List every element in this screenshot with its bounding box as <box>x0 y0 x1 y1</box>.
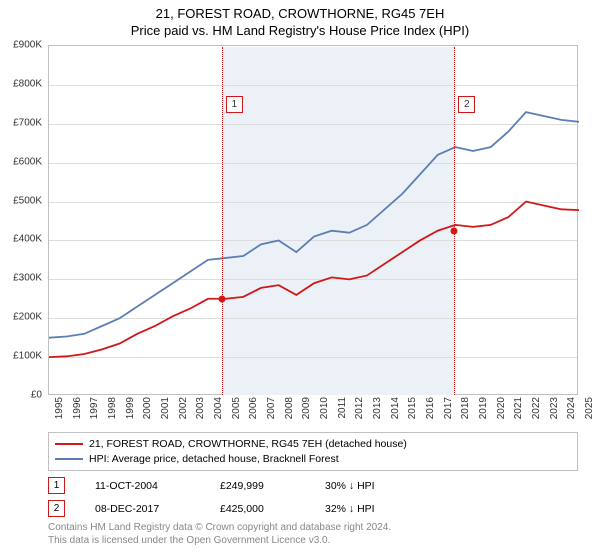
x-axis-label: 2014 <box>390 397 401 437</box>
y-axis-label: £400K <box>0 234 42 245</box>
x-axis-label: 1995 <box>54 397 65 437</box>
x-axis-label: 2025 <box>584 397 595 437</box>
title-line-2: Price paid vs. HM Land Registry's House … <box>0 23 600 40</box>
x-axis-label: 1999 <box>125 397 136 437</box>
x-axis-label: 2015 <box>407 397 418 437</box>
y-axis-label: £600K <box>0 156 42 167</box>
x-axis-label: 2000 <box>142 397 153 437</box>
y-axis-label: £200K <box>0 312 42 323</box>
legend-swatch <box>55 458 83 460</box>
legend: 21, FOREST ROAD, CROWTHORNE, RG45 7EH (d… <box>48 432 578 471</box>
event-marker: 1 <box>48 477 65 494</box>
reference-marker: 1 <box>226 96 243 113</box>
y-axis-label: £700K <box>0 117 42 128</box>
x-axis-label: 2022 <box>531 397 542 437</box>
x-axis-label: 1998 <box>107 397 118 437</box>
y-axis-label: £0 <box>0 390 42 401</box>
x-axis-label: 2018 <box>460 397 471 437</box>
sale-point <box>218 295 225 302</box>
x-axis-label: 1996 <box>72 397 83 437</box>
legend-swatch <box>55 443 83 445</box>
event-row: 1 11-OCT-2004 £249,999 30% ↓ HPI <box>48 474 578 497</box>
reference-line <box>222 47 223 395</box>
series-line <box>49 202 579 358</box>
event-delta: 30% ↓ HPI <box>325 480 578 492</box>
x-axis-label: 2024 <box>566 397 577 437</box>
x-axis-label: 2009 <box>301 397 312 437</box>
x-axis-label: 2021 <box>513 397 524 437</box>
legend-label: HPI: Average price, detached house, Brac… <box>89 452 339 467</box>
chart-container: 21, FOREST ROAD, CROWTHORNE, RG45 7EH Pr… <box>0 0 600 560</box>
y-axis-label: £900K <box>0 40 42 51</box>
event-row: 2 08-DEC-2017 £425,000 32% ↓ HPI <box>48 497 578 520</box>
x-axis-label: 2019 <box>478 397 489 437</box>
event-delta: 32% ↓ HPI <box>325 503 578 515</box>
legend-label: 21, FOREST ROAD, CROWTHORNE, RG45 7EH (d… <box>89 437 407 452</box>
x-axis-label: 2011 <box>337 397 348 437</box>
y-axis-label: £100K <box>0 351 42 362</box>
x-axis-label: 2023 <box>549 397 560 437</box>
events-table: 1 11-OCT-2004 £249,999 30% ↓ HPI 2 08-DEC-201… <box>48 474 578 520</box>
chart-area: 12 £0£100K£200K£300K£400K£500K£600K£700K… <box>48 45 578 395</box>
event-price: £425,000 <box>220 503 295 515</box>
event-date: 08-DEC-2017 <box>95 503 190 515</box>
x-axis-label: 2020 <box>496 397 507 437</box>
legend-item: HPI: Average price, detached house, Brac… <box>55 452 571 467</box>
sale-point <box>451 227 458 234</box>
x-axis-label: 2012 <box>354 397 365 437</box>
chart-title: 21, FOREST ROAD, CROWTHORNE, RG45 7EH Pr… <box>0 0 600 40</box>
y-axis-label: £300K <box>0 273 42 284</box>
series-line <box>49 112 579 338</box>
line-layer <box>49 46 579 396</box>
reference-line <box>454 47 455 395</box>
x-axis-label: 2002 <box>178 397 189 437</box>
credits: Contains HM Land Registry data © Crown c… <box>48 522 578 547</box>
event-price: £249,999 <box>220 480 295 492</box>
x-axis-label: 2001 <box>160 397 171 437</box>
event-marker: 2 <box>48 500 65 517</box>
event-date: 11-OCT-2004 <box>95 480 190 492</box>
credits-line-2: This data is licensed under the Open Gov… <box>48 535 578 548</box>
x-axis-label: 2017 <box>443 397 454 437</box>
x-axis-label: 2010 <box>319 397 330 437</box>
x-axis-label: 2016 <box>425 397 436 437</box>
x-axis-label: 1997 <box>89 397 100 437</box>
x-axis-label: 2003 <box>195 397 206 437</box>
legend-item: 21, FOREST ROAD, CROWTHORNE, RG45 7EH (d… <box>55 437 571 452</box>
reference-marker: 2 <box>458 96 475 113</box>
y-axis-label: £800K <box>0 78 42 89</box>
x-axis-label: 2007 <box>266 397 277 437</box>
x-axis-label: 2013 <box>372 397 383 437</box>
x-axis-label: 2004 <box>213 397 224 437</box>
title-line-1: 21, FOREST ROAD, CROWTHORNE, RG45 7EH <box>0 6 600 23</box>
x-axis-label: 2006 <box>248 397 259 437</box>
x-axis-label: 2008 <box>284 397 295 437</box>
y-axis-label: £500K <box>0 195 42 206</box>
plot-area: 12 <box>48 45 578 395</box>
credits-line-1: Contains HM Land Registry data © Crown c… <box>48 522 578 535</box>
x-axis-label: 2005 <box>231 397 242 437</box>
